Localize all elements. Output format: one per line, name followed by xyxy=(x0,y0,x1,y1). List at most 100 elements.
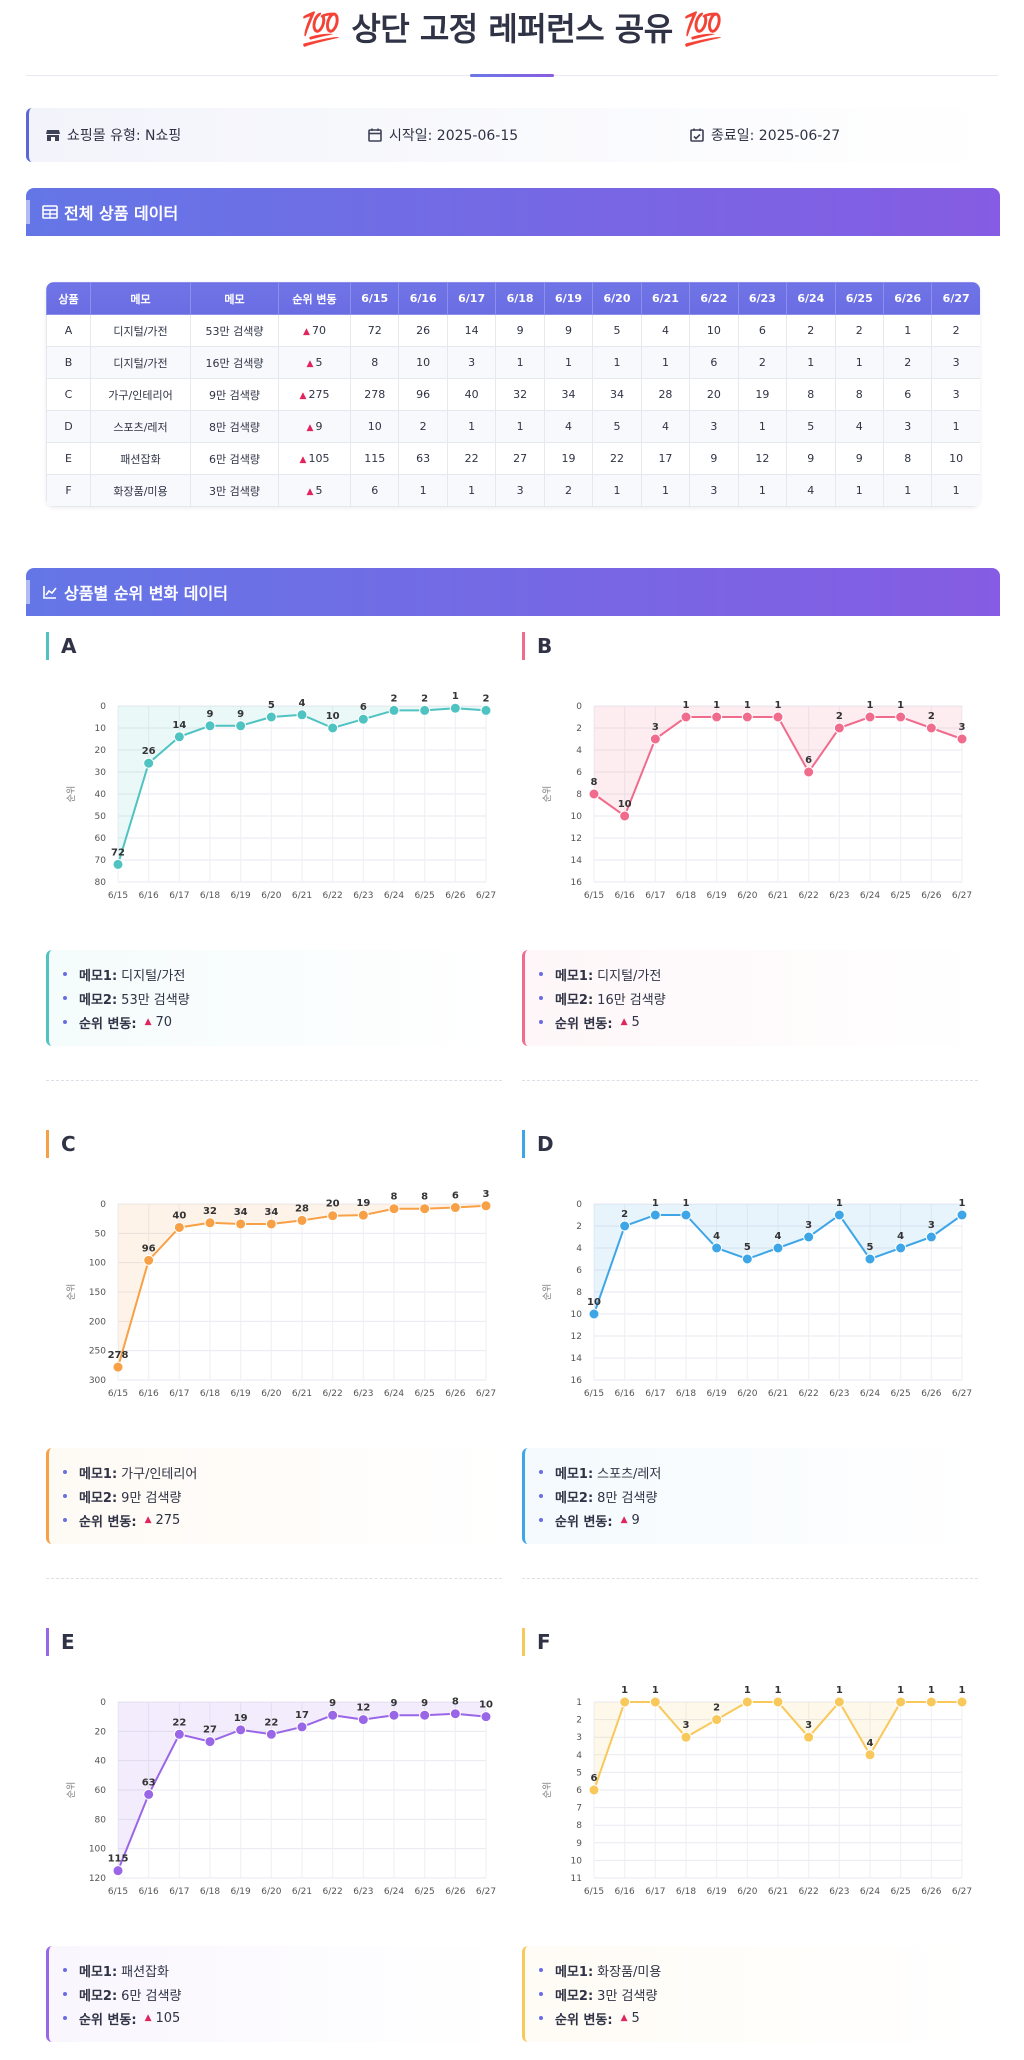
info-label: 메모2: xyxy=(79,1490,118,1506)
data-label: 3 xyxy=(483,1189,490,1200)
y-tick-label: 8 xyxy=(576,790,582,800)
y-tick-label: 300 xyxy=(89,1376,106,1386)
info-value: 패션잡화 xyxy=(121,1964,170,1980)
info-value: 16만 검색량 xyxy=(597,992,666,1008)
table-cell: 4 xyxy=(640,314,691,347)
x-tick-label: 6/21 xyxy=(768,891,788,901)
table-cell: 40 xyxy=(446,378,497,411)
x-tick-label: 6/18 xyxy=(200,891,220,901)
info-bar: 쇼핑몰 유형: N쇼핑 시작일: 2025-06-15 종료일: 2025-06… xyxy=(26,108,998,162)
data-label: 1 xyxy=(683,700,690,711)
table-cell: 1 xyxy=(640,346,691,379)
y-tick-label: 2 xyxy=(576,724,582,734)
data-point xyxy=(480,704,492,716)
x-tick-label: 6/26 xyxy=(445,1389,465,1399)
product-info-box: 메모1: 디지털/가전 메모2: 53만 검색량 순위 변동: ▲ 70 xyxy=(46,950,502,1046)
y-tick-label: 40 xyxy=(95,1757,107,1767)
table-cell: 2 xyxy=(543,474,594,507)
table-header-cell: 메모 xyxy=(190,282,279,315)
table-cell: 9만 검색량 xyxy=(190,378,279,411)
x-tick-label: 6/27 xyxy=(952,1389,972,1399)
info-label: 메모2: xyxy=(555,1988,594,2004)
info-label: 메모1: xyxy=(79,1964,118,1980)
info-value: 9만 검색량 xyxy=(121,1490,182,1506)
bullet-icon xyxy=(539,1968,543,1972)
info-label: 메모2: xyxy=(79,1988,118,2004)
data-point xyxy=(143,757,155,769)
bullet-icon xyxy=(539,972,543,976)
data-label: 1 xyxy=(683,1198,690,1209)
x-tick-label: 6/26 xyxy=(445,1887,465,1897)
line-chart-icon xyxy=(43,586,57,599)
data-point xyxy=(296,709,308,721)
up-arrow-icon: ▲ xyxy=(620,1017,628,1027)
x-tick-label: 6/16 xyxy=(139,1389,159,1399)
data-label: 1 xyxy=(867,700,874,711)
data-point xyxy=(588,1308,600,1320)
memo2-line: 메모2: 8만 검색량 xyxy=(539,1484,978,1508)
x-tick-label: 6/27 xyxy=(476,1389,496,1399)
data-point xyxy=(327,722,339,734)
x-tick-label: 6/23 xyxy=(353,891,373,901)
data-point xyxy=(112,1865,124,1877)
table-cell: 9 xyxy=(786,442,836,475)
table-cell: 1 xyxy=(786,346,836,379)
table-cell: 17 xyxy=(640,442,691,475)
table-cell: 10 xyxy=(689,314,739,347)
table-cell: 1 xyxy=(737,474,788,507)
x-tick-label: 6/20 xyxy=(737,1389,757,1399)
table-row: F 화장품/미용 3만 검색량 ▲ 5 6 1 1 3 2 1 1 3 1 4 1 1 1 xyxy=(46,474,980,507)
start-date-info: 시작일: 2025-06-15 xyxy=(367,125,518,145)
table-cell: 가구/인테리어 xyxy=(90,378,191,411)
data-point xyxy=(204,720,216,732)
x-tick-label: 6/19 xyxy=(231,891,251,901)
data-point xyxy=(388,1203,400,1215)
x-tick-label: 6/20 xyxy=(261,1389,281,1399)
x-tick-label: 6/15 xyxy=(108,1887,128,1897)
table-cell: 53만 검색량 xyxy=(190,314,279,347)
table-cell: 28 xyxy=(640,378,691,411)
data-label: 32 xyxy=(203,1206,217,1217)
table-cell: 1 xyxy=(931,474,980,507)
info-label: 순위 변동: xyxy=(555,1514,613,1530)
y-axis-label: 순위 xyxy=(66,1284,77,1301)
page-title: 💯 상단 고정 레퍼런스 공유 💯 xyxy=(301,10,723,48)
x-tick-label: 6/16 xyxy=(139,891,159,901)
charts-section-header: 상품별 순위 변화 데이터 xyxy=(26,568,1000,616)
table-cell: 278 xyxy=(349,378,400,411)
data-label: 2 xyxy=(928,711,935,722)
data-point xyxy=(741,1253,753,1265)
data-label: 1 xyxy=(775,1685,782,1696)
table-cell: 2 xyxy=(834,314,884,347)
table-cell: 1 xyxy=(398,474,448,507)
rank-change-cell: ▲ 70 xyxy=(278,314,351,347)
data-label: 3 xyxy=(805,1720,812,1731)
table-cell: 27 xyxy=(495,442,545,475)
data-point xyxy=(449,702,461,714)
x-tick-label: 6/25 xyxy=(415,1389,435,1399)
table-cell: 3 xyxy=(931,378,980,411)
data-label: 1 xyxy=(744,1685,751,1696)
y-tick-label: 50 xyxy=(95,1229,107,1239)
table-header-cell: 6/26 xyxy=(882,282,933,315)
table-cell: A xyxy=(46,314,91,347)
x-tick-label: 6/17 xyxy=(645,1389,665,1399)
info-label: 메모1: xyxy=(555,1466,594,1482)
data-point xyxy=(895,711,907,723)
product-info-box: 메모1: 디지털/가전 메모2: 16만 검색량 순위 변동: ▲ 5 xyxy=(522,950,978,1046)
chart-divider xyxy=(46,1578,502,1579)
memo2-line: 메모2: 3만 검색량 xyxy=(539,1982,978,2006)
x-tick-label: 6/15 xyxy=(584,1389,604,1399)
data-label: 1 xyxy=(928,1685,935,1696)
bullet-icon xyxy=(63,972,67,976)
series-area xyxy=(594,1204,962,1314)
up-arrow-icon: ▲ xyxy=(144,2013,152,2023)
table-cell: 8 xyxy=(834,378,884,411)
chart-title: E xyxy=(46,1628,75,1656)
data-point xyxy=(480,1711,492,1723)
y-tick-label: 14 xyxy=(571,1354,583,1364)
y-tick-label: 8 xyxy=(576,1821,582,1831)
table-cell: 4 xyxy=(543,410,594,443)
y-tick-label: 100 xyxy=(89,1259,106,1269)
